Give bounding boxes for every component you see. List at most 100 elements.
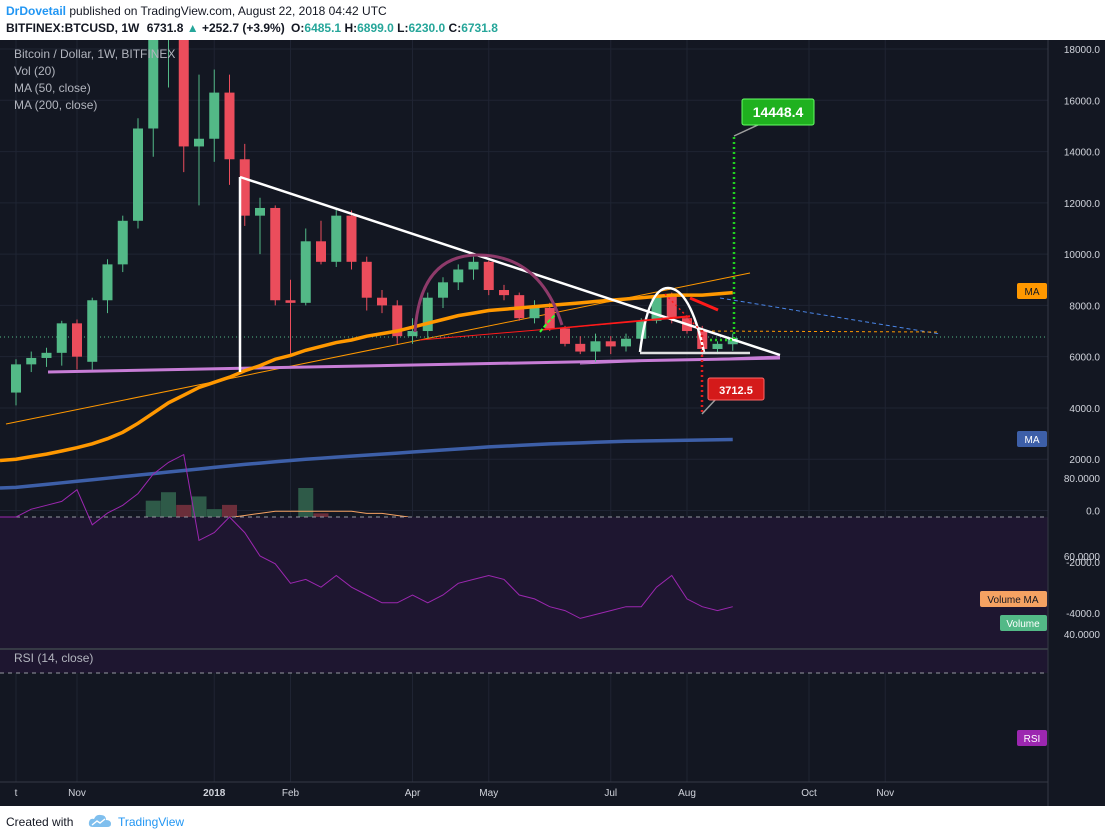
candle-body bbox=[422, 297, 433, 332]
ma200-tag-label: MA bbox=[1025, 435, 1040, 446]
legend-title: Bitcoin / Dollar, 1W, BITFINEX bbox=[14, 47, 175, 61]
candle-body bbox=[270, 207, 281, 301]
pattern-drawings bbox=[238, 123, 781, 415]
rsi-tick-label: 60.0000 bbox=[1064, 552, 1101, 563]
high-label: H: bbox=[344, 21, 358, 35]
candle-body bbox=[544, 307, 555, 329]
publish-line: DrDovetail published on TradingView.com,… bbox=[6, 4, 387, 18]
author-link[interactable]: DrDovetail bbox=[6, 4, 67, 18]
candle-body bbox=[575, 343, 586, 352]
candle-body bbox=[468, 261, 479, 270]
price-tick-label: 2000.0 bbox=[1069, 455, 1100, 466]
candle-body bbox=[590, 341, 601, 352]
time-axis[interactable]: t Nov 2018 Feb Apr May Jul Aug Oct Nov bbox=[15, 788, 895, 799]
price-change: +252.7 (+3.9%) bbox=[201, 21, 285, 35]
time-tick-label: 2018 bbox=[203, 788, 226, 799]
candle-body bbox=[438, 282, 448, 298]
red-lower-line bbox=[419, 316, 691, 341]
candle-body bbox=[499, 290, 509, 296]
high-value: 6899.0 bbox=[357, 21, 394, 35]
ma200-axis-tag: MA bbox=[1017, 431, 1047, 447]
target-down-text: 3712.5 bbox=[719, 385, 753, 397]
rsi-band bbox=[0, 517, 1048, 673]
candle-body bbox=[621, 338, 631, 347]
candle-body bbox=[255, 207, 265, 216]
price-tick-label: 0.0 bbox=[1086, 507, 1100, 518]
candle-body bbox=[560, 328, 570, 344]
candle-body bbox=[377, 297, 387, 306]
legend-ma50: MA (50, close) bbox=[14, 81, 91, 95]
candle-body bbox=[239, 159, 250, 216]
candle-body bbox=[727, 337, 738, 345]
time-tick-label: Oct bbox=[801, 788, 817, 799]
candle-body bbox=[392, 305, 403, 337]
candle-body bbox=[133, 128, 143, 221]
price-tick-label: 10000.0 bbox=[1064, 250, 1101, 261]
candle-body bbox=[651, 295, 662, 321]
head-arc bbox=[638, 286, 706, 353]
price-tick-label: 16000.0 bbox=[1064, 96, 1101, 107]
price-tick-label: 6000.0 bbox=[1069, 353, 1100, 364]
price-axis[interactable]: 18000.0 16000.0 14000.0 12000.0 10000.0 8000.… bbox=[1064, 45, 1101, 620]
target-up-label[interactable]: 14448.4 bbox=[741, 98, 815, 126]
candle-body bbox=[453, 269, 464, 283]
descending-trendline bbox=[239, 175, 781, 357]
candle-body bbox=[11, 364, 21, 393]
candle-body bbox=[224, 92, 235, 160]
close-label: C: bbox=[448, 21, 462, 35]
rsi-tag-label: RSI bbox=[1024, 734, 1041, 745]
volume-ma-tag-label: Volume MA bbox=[987, 595, 1038, 606]
green-dash-mark bbox=[539, 313, 557, 333]
candle-body bbox=[178, 40, 189, 147]
candle-body bbox=[605, 341, 616, 347]
target-up-dotted bbox=[710, 136, 736, 342]
ma-axis-tag: MA bbox=[1017, 283, 1047, 299]
candle-body bbox=[300, 241, 311, 303]
candle-body bbox=[666, 295, 677, 319]
price-tick-label: -2000.0 bbox=[1066, 558, 1100, 569]
candle-body bbox=[483, 261, 494, 291]
tradingview-link[interactable]: TradingView bbox=[118, 815, 185, 829]
volume-tag-label: Volume bbox=[1006, 619, 1040, 630]
volume-ma-axis-tag: Volume MA bbox=[980, 591, 1047, 607]
candle-body bbox=[87, 300, 98, 362]
chart-background bbox=[0, 40, 1105, 806]
candle-body bbox=[346, 215, 357, 262]
created-with-text: Created with bbox=[6, 815, 74, 829]
candle-body bbox=[194, 138, 204, 147]
time-tick-label: Jul bbox=[604, 788, 617, 799]
red-short-line bbox=[689, 296, 719, 312]
chart-header: DrDovetail published on TradingView.com,… bbox=[0, 0, 1105, 40]
price-tick-label: 14000.0 bbox=[1064, 148, 1101, 159]
candle-body bbox=[316, 241, 326, 262]
target-down-label[interactable]: 3712.5 bbox=[707, 377, 765, 401]
candle-body bbox=[56, 323, 67, 353]
candle-body bbox=[148, 40, 159, 129]
volume-axis-tag: Volume bbox=[1000, 615, 1047, 631]
rsi-tick-label: 40.0000 bbox=[1064, 630, 1101, 641]
rsi-panel bbox=[0, 453, 1048, 674]
time-tick-label: Nov bbox=[68, 788, 86, 799]
time-tick-label: Feb bbox=[282, 788, 300, 799]
open-value: 6485.1 bbox=[304, 21, 342, 35]
rsi-line bbox=[0, 453, 733, 619]
published-text: published on TradingView.com, August 22,… bbox=[69, 4, 387, 18]
price-tick-label: 4000.0 bbox=[1069, 404, 1100, 415]
candle-body bbox=[209, 92, 220, 139]
candle-body bbox=[712, 343, 723, 349]
cup-arc bbox=[413, 253, 564, 333]
time-tick-label: t bbox=[15, 788, 18, 799]
footer: Created with TradingView bbox=[0, 806, 1105, 839]
rsi-axis-tag: RSI bbox=[1017, 730, 1047, 746]
up-arrow-icon: ▲ bbox=[186, 21, 199, 35]
low-label: L: bbox=[397, 21, 409, 35]
target-up-text: 14448.4 bbox=[753, 104, 804, 120]
red-dotted-drop bbox=[664, 293, 701, 331]
price-chart[interactable]: 18000.0 16000.0 14000.0 12000.0 10000.0 8000.… bbox=[0, 40, 1105, 806]
legend-rsi: RSI (14, close) bbox=[14, 651, 93, 665]
rsi-axis[interactable]: 80.0000 60.0000 40.0000 bbox=[1064, 474, 1101, 641]
support-line-thin bbox=[579, 355, 781, 365]
legend-ma200: MA (200, close) bbox=[14, 98, 97, 112]
price-tick-label: 8000.0 bbox=[1069, 301, 1100, 312]
candle-body bbox=[102, 264, 113, 301]
